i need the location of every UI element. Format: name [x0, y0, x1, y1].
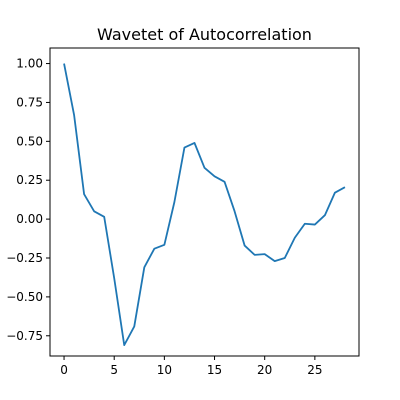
series-layer: [63, 63, 346, 347]
y-tick-label: −0.50: [6, 290, 43, 304]
y-tick-label: 0.00: [16, 212, 43, 226]
y-tick-label: 0.75: [16, 95, 43, 109]
chart-title: Wavetet of Autocorrelation: [97, 25, 312, 44]
y-tick-label: −0.25: [6, 251, 43, 265]
x-tick-label: 15: [207, 363, 222, 377]
y-tick-label: −0.75: [6, 329, 43, 343]
y-tick-label: 1.00: [16, 57, 43, 71]
x-tick-label: 5: [110, 363, 118, 377]
axis-ticks: 0 5 10 15 20 25 1.00 0.75 0.50 0.25 0.00 −0.25 −0.50…: [6, 57, 322, 377]
plot-frame: [49, 47, 360, 357]
y-tick-label: 0.25: [16, 173, 43, 187]
series-line: [63, 63, 346, 347]
x-tick-label: 0: [60, 363, 68, 377]
x-tick-label: 20: [257, 363, 272, 377]
y-tick-label: 0.50: [16, 134, 43, 148]
x-tick-label: 10: [157, 363, 172, 377]
x-tick-label: 25: [307, 363, 322, 377]
